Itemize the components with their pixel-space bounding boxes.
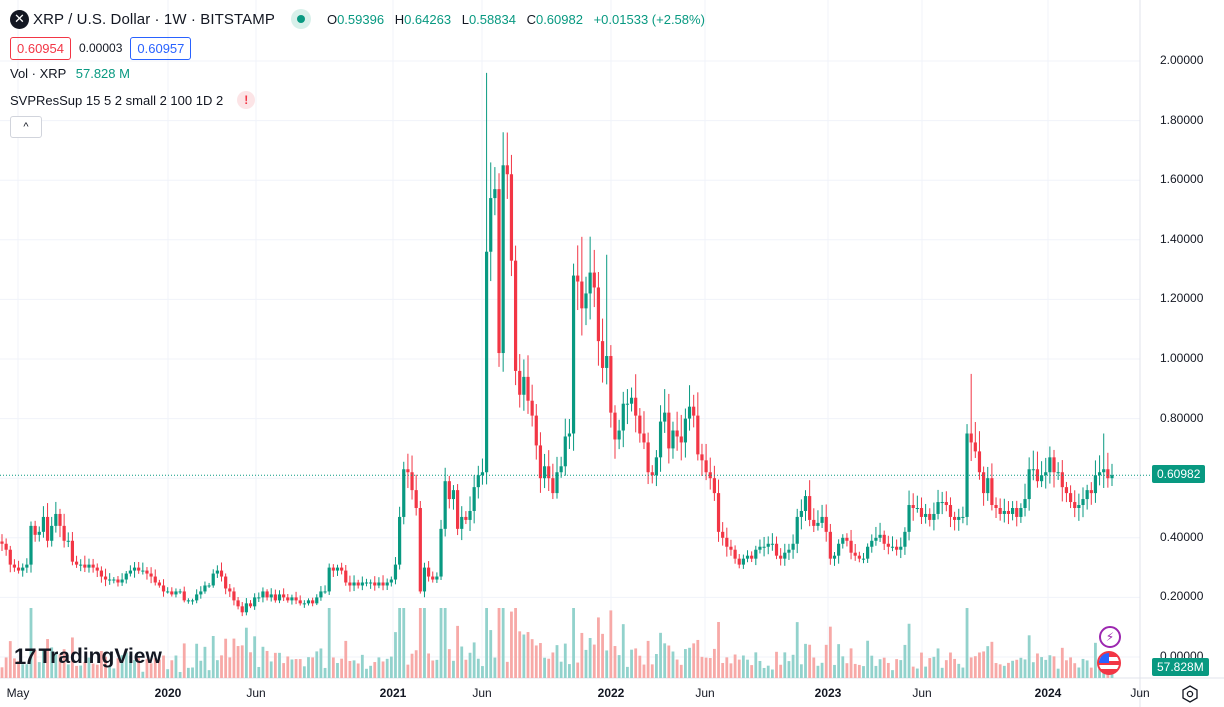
market-open-dot-icon	[290, 9, 311, 29]
time-tick-label: 2024	[1034, 686, 1062, 700]
price-tick-label: 1.40000	[1160, 231, 1204, 246]
tradingview-logo[interactable]: 17 TradingView	[14, 644, 162, 670]
time-tick-label: May	[6, 686, 30, 700]
time-tick-label: Jun	[246, 686, 266, 700]
volume-label: Vol · XRP	[10, 66, 67, 81]
indicator-legend[interactable]: SVPResSup 15 5 2 small 2 100 1D 2 !	[10, 91, 712, 109]
time-tick-label: Jun	[695, 686, 715, 700]
price-tick-label: 1.80000	[1160, 112, 1204, 127]
time-tick-label: 2021	[379, 686, 407, 700]
buy-button[interactable]: 0.60957	[130, 36, 192, 60]
time-tick-label: Jun	[472, 686, 492, 700]
price-tick-label: 0.20000	[1160, 589, 1204, 604]
us-flag-economic-event-icon[interactable]	[1097, 651, 1121, 675]
volume-legend[interactable]: Vol · XRP 57.828 M	[10, 66, 712, 84]
lightning-event-icon[interactable]: ⚡	[1099, 626, 1121, 648]
price-tick-label: 2.00000	[1160, 53, 1204, 67]
settings-gear-icon[interactable]	[1181, 685, 1199, 703]
time-tick-label: 2022	[597, 686, 625, 700]
tradingview-logo-text: TradingView	[38, 645, 162, 668]
high-value: 0.64263	[404, 11, 452, 27]
price-tick-label: 0.80000	[1160, 410, 1204, 425]
last-volume-tag: 57.828M	[1152, 658, 1209, 676]
time-tick-label: Jun	[1130, 686, 1150, 700]
spread-value: 0.00003	[79, 41, 123, 55]
change-value: +0.01533 (+2.58%)	[593, 11, 705, 27]
price-tick-label: 1.60000	[1160, 172, 1204, 187]
close-value: 0.60982	[535, 11, 583, 27]
price-tick-label: 1.20000	[1160, 291, 1204, 306]
price-tick-label: 1.00000	[1160, 351, 1204, 365]
tradingview-mark-icon: 17	[14, 644, 37, 669]
low-value: 0.58834	[468, 11, 516, 27]
xrp-logo-icon: ✕	[10, 9, 29, 29]
time-tick-label: 2020	[154, 686, 182, 700]
chevron-up-icon: ^	[23, 121, 29, 133]
symbol-title[interactable]: XRP / U.S. Dollar · 1W · BITSTAMP	[33, 10, 275, 28]
open-value: 0.59396	[337, 11, 385, 27]
indicator-label: SVPResSup 15 5 2 small 2 100 1D 2	[10, 92, 224, 108]
warning-icon[interactable]: !	[237, 91, 256, 109]
price-tick-label: 0.40000	[1160, 529, 1204, 544]
collapse-legend-button[interactable]: ^	[10, 116, 42, 138]
ohlc-values: O0.59396 H0.64263 L0.58834 C0.60982 +0.0…	[326, 11, 705, 27]
time-tick-label: Jun	[912, 686, 932, 700]
last-price-tag: 0.60982	[1152, 465, 1206, 483]
sell-button[interactable]: 0.60954	[10, 36, 71, 60]
volume-value: 57.828 M	[75, 66, 130, 81]
time-tick-label: 2023	[814, 686, 842, 700]
chart-legend: ✕ XRP / U.S. Dollar · 1W · BITSTAMP O0.5…	[10, 8, 712, 138]
